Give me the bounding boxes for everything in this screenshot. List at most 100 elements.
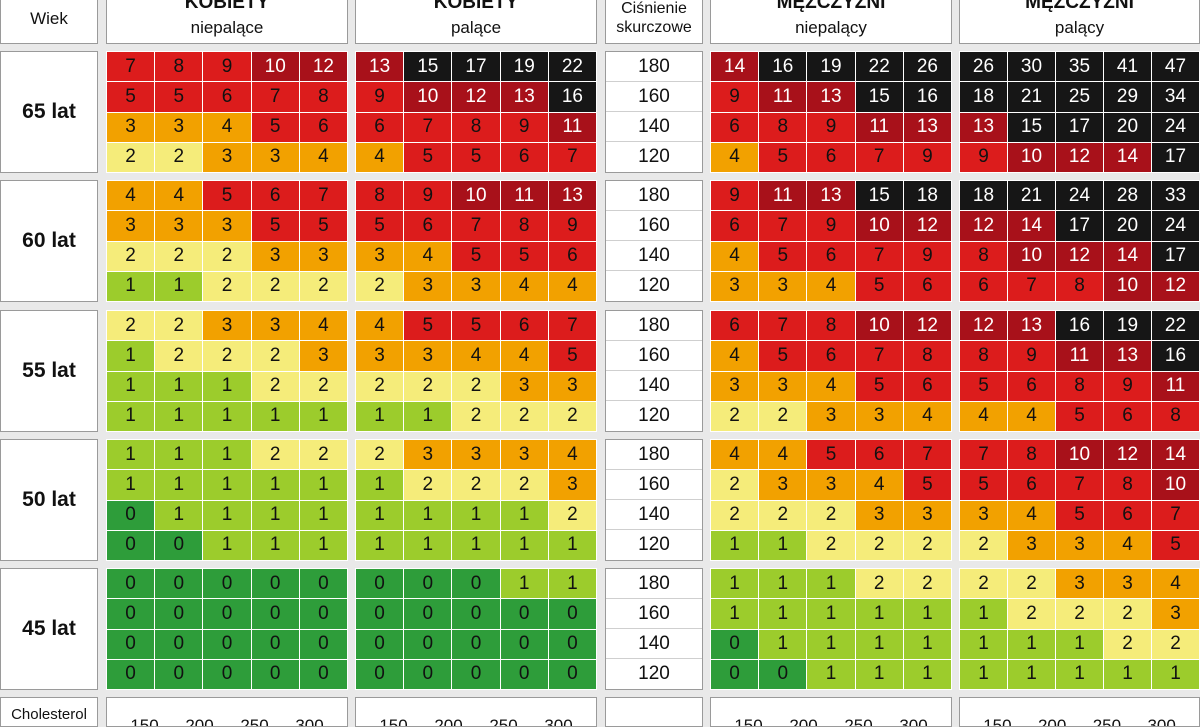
risk-cell: 0 <box>107 629 155 659</box>
risk-cell: 1 <box>203 530 251 560</box>
risk-cell: 0 <box>299 599 347 629</box>
risk-cell: 8 <box>1056 271 1103 301</box>
risk-cell: 5 <box>356 211 404 241</box>
risk-cell: 2 <box>807 530 855 560</box>
risk-cell: 10 <box>452 181 500 211</box>
risk-cell: 14 <box>1104 142 1151 172</box>
risk-cell: 3 <box>759 470 807 500</box>
age-label: 45 lat <box>0 568 98 690</box>
risk-cell: 2 <box>1104 629 1151 659</box>
risk-cell: 2 <box>759 401 807 431</box>
risk-cell: 0 <box>107 500 155 530</box>
risk-cell: 1 <box>299 470 347 500</box>
bp-value: 140 <box>606 112 702 142</box>
cholesterol-ticks: 150 200 250 300 <box>107 716 347 727</box>
risk-cell: 0 <box>452 569 500 599</box>
risk-cell: 1 <box>203 500 251 530</box>
risk-cell: 0 <box>203 659 251 689</box>
risk-cell: 4 <box>903 401 951 431</box>
risk-cell: 9 <box>711 181 759 211</box>
risk-cell: 16 <box>903 82 951 112</box>
risk-cell: 2 <box>903 569 951 599</box>
risk-cell: 2 <box>452 401 500 431</box>
risk-cell: 9 <box>404 181 452 211</box>
risk-cell: 2 <box>960 569 1007 599</box>
risk-cell: 0 <box>251 659 299 689</box>
risk-cell: 3 <box>807 470 855 500</box>
risk-cell: 7 <box>759 211 807 241</box>
bp-value: 140 <box>606 371 702 401</box>
risk-cell: 6 <box>855 440 903 470</box>
risk-cell: 14 <box>1152 440 1199 470</box>
risk-cell: 1 <box>404 500 452 530</box>
risk-cell: 5 <box>759 241 807 271</box>
risk-cell: 4 <box>356 311 404 341</box>
bp-value: 120 <box>638 405 670 426</box>
risk-cell: 1 <box>1152 659 1199 689</box>
risk-cell: 12 <box>1056 142 1103 172</box>
cholesterol-axis-kobiety-niepalace: 150 200 250 300 <box>106 697 348 727</box>
risk-cell: 2 <box>960 530 1007 560</box>
risk-cell: 2 <box>404 371 452 401</box>
risk-cell: 3 <box>251 311 299 341</box>
risk-cell: 1 <box>107 470 155 500</box>
risk-cell: 17 <box>1152 142 1199 172</box>
risk-cell: 1 <box>452 500 500 530</box>
bp-value: 180 <box>606 569 702 599</box>
bp-value: 120 <box>638 146 670 167</box>
risk-cell: 2 <box>107 241 155 271</box>
risk-cell: 4 <box>203 112 251 142</box>
risk-cell: 3 <box>299 341 347 371</box>
risk-cell: 2 <box>155 241 203 271</box>
risk-cell: 8 <box>960 341 1007 371</box>
group-header-mezczyzni-niepalacy: MĘŻCZYŹNI niepalący <box>710 0 952 44</box>
bp-value: 160 <box>606 599 702 629</box>
risk-cell: 8 <box>356 181 404 211</box>
risk-cell: 0 <box>452 659 500 689</box>
bp-value: 140 <box>606 629 702 659</box>
risk-cell: 1 <box>759 530 807 560</box>
bp-value: 120 <box>638 663 670 684</box>
risk-cell: 2 <box>1008 569 1055 599</box>
risk-cell: 10 <box>251 52 299 82</box>
risk-cell: 1 <box>1056 629 1103 659</box>
risk-cell: 10 <box>1056 440 1103 470</box>
risk-cell: 9 <box>500 112 548 142</box>
risk-cell: 6 <box>807 341 855 371</box>
risk-cell: 0 <box>452 629 500 659</box>
risk-cell: 5 <box>251 211 299 241</box>
risk-cell: 34 <box>1152 82 1199 112</box>
risk-cell: 4 <box>759 440 807 470</box>
bp-value: 120 <box>638 534 670 555</box>
risk-cell: 10 <box>1008 241 1055 271</box>
risk-cell: 9 <box>960 142 1007 172</box>
risk-cell: 5 <box>404 311 452 341</box>
risk-grid-mezczyzni-palacy: 18 21 24 28 33 12 14 17 20 24 8 10 12 14 17 6 7 8 10 12 <box>959 180 1200 302</box>
risk-grid-mezczyzni-palacy: 26 30 35 41 47 18 21 25 29 34 13 15 17 20 24 9 10 12 14 17 <box>959 51 1200 173</box>
risk-cell: 13 <box>356 52 404 82</box>
cholesterol-tick: 250 <box>1092 716 1122 727</box>
risk-cell: 2 <box>855 569 903 599</box>
cholesterol-tick: 250 <box>240 716 269 727</box>
risk-cell: 0 <box>759 659 807 689</box>
risk-cell: 8 <box>1152 401 1199 431</box>
risk-cell: 13 <box>807 181 855 211</box>
risk-cell: 6 <box>203 82 251 112</box>
risk-cell: 1 <box>203 440 251 470</box>
risk-cell: 1 <box>299 530 347 560</box>
risk-cell: 0 <box>404 599 452 629</box>
bp-value: 160 <box>606 82 702 112</box>
risk-cell: 21 <box>1008 82 1055 112</box>
risk-cell: 8 <box>1008 440 1055 470</box>
risk-cell: 0 <box>155 629 203 659</box>
risk-cell: 7 <box>1056 470 1103 500</box>
risk-cell: 5 <box>107 82 155 112</box>
risk-cell: 12 <box>452 82 500 112</box>
bp-column: 180 160 140 120 <box>605 180 703 302</box>
risk-cell: 1 <box>1008 659 1055 689</box>
risk-cell: 6 <box>500 311 548 341</box>
risk-cell: 2 <box>500 470 548 500</box>
risk-cell: 16 <box>759 52 807 82</box>
cholesterol-tick: 250 <box>844 716 873 727</box>
risk-cell: 18 <box>960 181 1007 211</box>
